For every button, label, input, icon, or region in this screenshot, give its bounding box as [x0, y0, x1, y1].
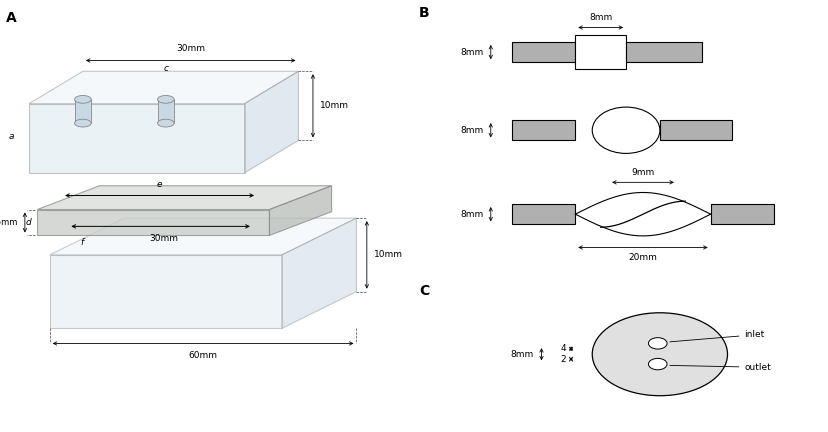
- Polygon shape: [75, 99, 91, 123]
- Text: 10mm: 10mm: [320, 102, 349, 110]
- Bar: [625, 42, 701, 62]
- Text: e: e: [156, 180, 162, 189]
- Text: 8mm: 8mm: [460, 126, 483, 135]
- Text: outlet: outlet: [669, 363, 770, 372]
- Polygon shape: [29, 71, 298, 104]
- Bar: [511, 204, 575, 224]
- Polygon shape: [50, 218, 356, 255]
- Text: 8mm: 8mm: [510, 350, 533, 359]
- Polygon shape: [269, 186, 331, 235]
- Text: 8mm: 8mm: [460, 210, 483, 219]
- Ellipse shape: [75, 95, 91, 103]
- Text: 8mm: 8mm: [589, 13, 612, 22]
- Polygon shape: [575, 193, 710, 236]
- Circle shape: [591, 313, 727, 396]
- Text: 30mm: 30mm: [149, 234, 178, 243]
- Circle shape: [647, 338, 667, 349]
- Text: 4: 4: [560, 344, 566, 353]
- Text: 1.5mm: 1.5mm: [0, 218, 17, 227]
- Text: 9mm: 9mm: [631, 168, 654, 177]
- Circle shape: [647, 359, 667, 370]
- Text: b: b: [75, 103, 81, 112]
- Text: 8mm: 8mm: [460, 48, 483, 57]
- Ellipse shape: [157, 95, 174, 103]
- Text: 60mm: 60mm: [189, 351, 217, 360]
- Text: inlet: inlet: [669, 330, 763, 342]
- Text: 30mm: 30mm: [176, 44, 205, 53]
- Text: a: a: [8, 132, 14, 140]
- Polygon shape: [37, 186, 331, 210]
- Circle shape: [591, 107, 659, 153]
- Text: C: C: [418, 284, 429, 298]
- Text: c: c: [163, 64, 168, 73]
- Bar: [511, 120, 575, 140]
- Text: 10mm: 10mm: [373, 251, 402, 259]
- Text: 20mm: 20mm: [628, 253, 657, 262]
- Ellipse shape: [75, 119, 91, 127]
- Bar: [659, 120, 731, 140]
- Ellipse shape: [157, 119, 174, 127]
- Text: B: B: [418, 6, 429, 20]
- Bar: [575, 35, 625, 70]
- Polygon shape: [244, 71, 298, 173]
- Polygon shape: [157, 99, 174, 123]
- Text: A: A: [7, 11, 17, 25]
- Text: 2: 2: [560, 355, 566, 364]
- Polygon shape: [29, 104, 244, 173]
- Text: f: f: [80, 238, 84, 247]
- Bar: [511, 42, 575, 62]
- Polygon shape: [37, 210, 269, 235]
- Polygon shape: [282, 218, 356, 328]
- Bar: [710, 204, 773, 224]
- Text: d: d: [26, 218, 31, 227]
- Polygon shape: [50, 255, 282, 328]
